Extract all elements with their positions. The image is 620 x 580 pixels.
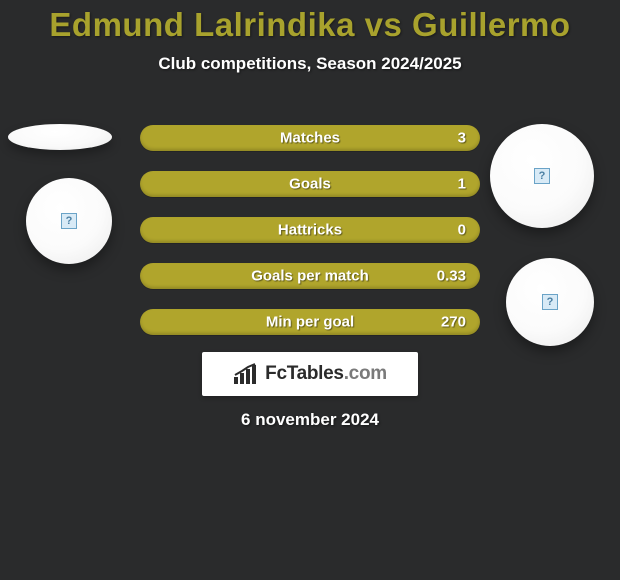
bar-label: Matches [140, 130, 480, 147]
bar-row: Goals per match 0.33 [140, 263, 480, 289]
bar-label: Min per goal [140, 314, 480, 331]
date-text: 6 november 2024 [0, 410, 620, 430]
bar-row: Hattricks 0 [140, 217, 480, 243]
bar-label: Hattricks [140, 222, 480, 239]
brand-suffix: .com [344, 363, 387, 384]
placeholder-icon: ? [61, 213, 77, 229]
brand-box: FcTables.com [202, 352, 418, 396]
bar-label: Goals per match [140, 268, 480, 285]
title-player-1: Edmund Lalrindika [49, 6, 355, 43]
bar-value: 3 [458, 130, 466, 147]
brand-chart-icon [233, 363, 259, 385]
brand-text: FcTables.com [265, 363, 387, 385]
bar-value: 0 [458, 222, 466, 239]
title-vs: vs [365, 6, 403, 43]
left-circle-decor: ? [26, 178, 112, 264]
bar-value: 0.33 [437, 268, 466, 285]
stats-bars: Matches 3 Goals 1 Hattricks 0 Goals per … [140, 125, 480, 355]
right-circle-decor-1: ? [490, 124, 594, 228]
bar-label: Goals [140, 176, 480, 193]
right-circle-decor-2: ? [506, 258, 594, 346]
title-player-2: Guillermo [412, 6, 571, 43]
page-subtitle: Club competitions, Season 2024/2025 [0, 54, 620, 74]
bar-value: 270 [441, 314, 466, 331]
bar-row: Min per goal 270 [140, 309, 480, 335]
placeholder-icon: ? [542, 294, 558, 310]
brand-main: FcTables [265, 363, 344, 384]
bar-row: Matches 3 [140, 125, 480, 151]
left-ellipse-decor [8, 124, 112, 150]
page-title: Edmund Lalrindika vs Guillermo [0, 0, 620, 44]
bar-row: Goals 1 [140, 171, 480, 197]
bar-value: 1 [458, 176, 466, 193]
placeholder-icon: ? [534, 168, 550, 184]
